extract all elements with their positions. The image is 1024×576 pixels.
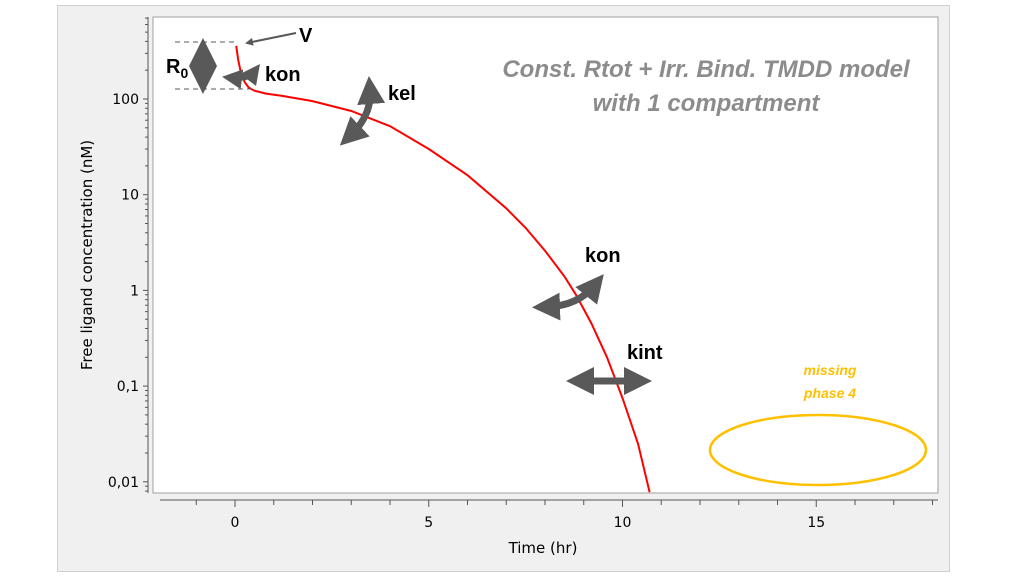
annotation-phase-4: phase 4 xyxy=(803,385,856,401)
chart-title-line-1: Const. Rtot + Irr. Bind. TMDD model xyxy=(502,56,911,83)
chart-title-line-2: with 1 compartment xyxy=(593,90,821,117)
y-tick-label: 10 xyxy=(121,188,139,204)
kon-curved-arrow-icon-2 xyxy=(532,274,604,321)
missing-phase-ellipse xyxy=(708,413,928,487)
annotation-kint: kint xyxy=(627,342,663,364)
y-tick-label: 1 xyxy=(130,283,139,299)
x-tick-label: 10 xyxy=(614,515,632,531)
annotation-kel: kel xyxy=(388,83,416,105)
v-pointer-arrow-icon xyxy=(245,32,297,46)
plot-area xyxy=(152,16,939,494)
x-tick-label: 5 xyxy=(424,515,433,531)
x-axis-label: Time (hr) xyxy=(508,539,578,557)
x-tick-label: 0 xyxy=(231,515,240,531)
annotation-kon-1: kon xyxy=(265,64,301,86)
annotation-v: V xyxy=(299,25,313,47)
y-tick-label: 100 xyxy=(112,92,139,108)
annotation-missing: missing xyxy=(804,362,857,378)
y-tick-label: 0,1 xyxy=(117,379,139,395)
kon-curved-arrow-icon xyxy=(222,64,261,90)
annotation-kon-2: kon xyxy=(585,245,621,267)
kel-curved-arrow-icon xyxy=(339,76,386,146)
x-tick-label: 15 xyxy=(807,515,825,531)
y-tick-label: 0,01 xyxy=(108,475,139,491)
y-axis-label: Free ligand concentration (nM) xyxy=(78,140,96,370)
annotation-r0: R0 xyxy=(166,56,188,81)
